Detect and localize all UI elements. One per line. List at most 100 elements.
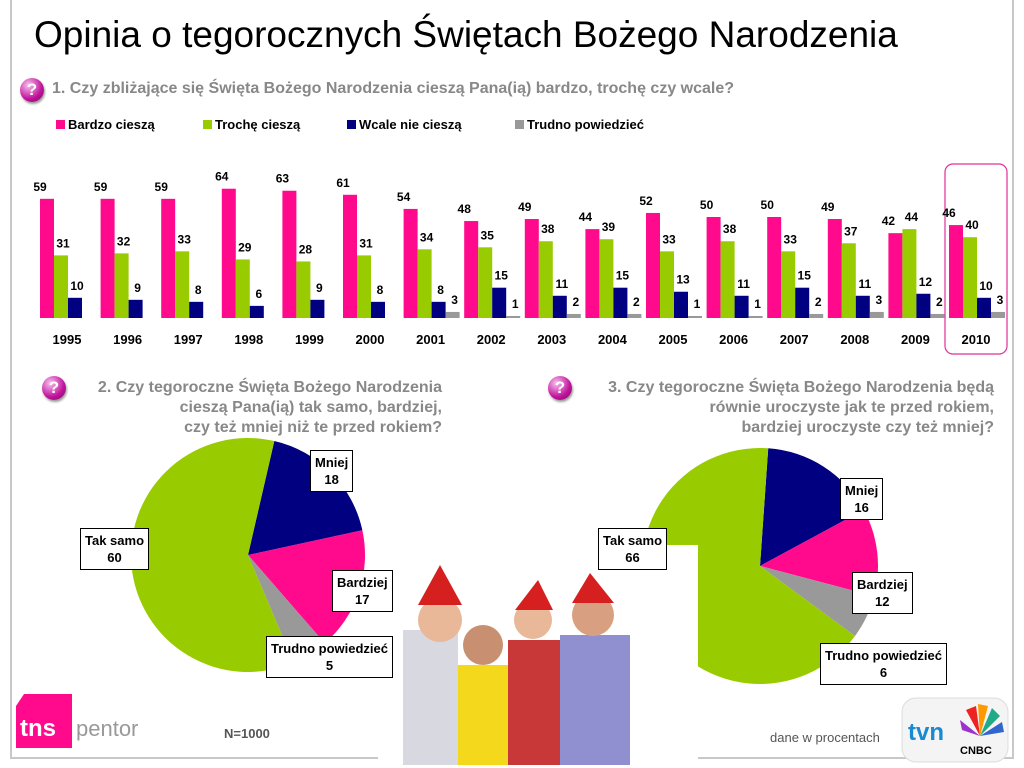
x-tick-label: 2002 (477, 332, 506, 347)
question-3-line: 3. Czy tegoroczne Święta Bożego Narodzen… (608, 379, 994, 396)
x-tick-label: 2009 (901, 332, 930, 347)
legend-label: Wcale nie cieszą (359, 117, 462, 132)
bar (720, 241, 735, 318)
x-tick-label: 2005 (659, 332, 688, 347)
legend-item: Wcale nie cieszą (347, 117, 462, 132)
pie-slice (248, 555, 325, 663)
bar (613, 287, 628, 318)
bar-value-label: 2 (572, 295, 579, 309)
pie-label: Trudno powiedzieć 5 (266, 636, 394, 678)
pie-label-value: 6 (879, 665, 888, 680)
question-2-line: 2. Czy tegoroczne Święta Bożego Narodzen… (97, 379, 442, 396)
bar-value-label: 59 (33, 180, 47, 194)
question-icon: ? (548, 376, 572, 400)
bar-value-label: 11 (555, 277, 568, 291)
bar-value-label: 2 (815, 295, 822, 309)
bar-value-label: 40 (965, 218, 979, 232)
bar-value-label: 44 (905, 210, 919, 224)
bar (282, 190, 297, 318)
pie-label-value: 16 (854, 500, 869, 515)
legend-swatch (56, 120, 65, 129)
question-2: 2. Czy tegoroczne Święta Bożego Narodzen… (72, 378, 442, 438)
bar (660, 251, 674, 318)
pie-slice (760, 448, 864, 566)
bar (841, 243, 856, 318)
x-tick-label: 1999 (295, 332, 324, 347)
legend-item: Trochę cieszą (203, 117, 300, 132)
bar-value-label: 28 (299, 242, 313, 256)
bar-value-label: 50 (700, 198, 714, 212)
bar (524, 219, 539, 318)
bar (566, 313, 581, 318)
bar (627, 313, 642, 318)
bar (431, 301, 446, 318)
bar-value-label: 8 (195, 283, 202, 297)
bar (296, 261, 311, 318)
pie-slice (248, 440, 363, 555)
question-icon: ? (20, 78, 44, 102)
bar (506, 315, 521, 318)
bar-value-label: 59 (155, 180, 169, 194)
pie-slice (248, 530, 365, 644)
bar (646, 212, 660, 318)
bar-value-label: 1 (512, 297, 519, 311)
bar (417, 249, 432, 318)
pie-label-name: Bardziej (857, 577, 908, 592)
bar (599, 239, 614, 318)
bar-value-label: 37 (844, 224, 858, 238)
bar (916, 293, 931, 318)
bar (930, 313, 945, 318)
bar-value-label: 15 (495, 269, 509, 283)
bar-value-label: 2 (633, 295, 640, 309)
frame-border (10, 0, 12, 758)
bar (538, 241, 553, 318)
pie-label-value: 66 (625, 550, 640, 565)
question-2-line: czy też mniej niż te przed rokiem? (184, 419, 442, 436)
bar-value-label: 33 (784, 232, 798, 246)
bar-value-label: 32 (117, 234, 131, 248)
bar-value-label: 3 (875, 293, 882, 307)
bar (249, 305, 264, 318)
bar (855, 295, 870, 318)
bar-value-label: 29 (238, 240, 252, 254)
pie-label-name: Bardziej (337, 575, 388, 590)
pie-label-name: Trudno powiedzieć (271, 641, 389, 656)
bar (977, 297, 991, 318)
pie-slice (760, 566, 875, 637)
pie-label: Mniej 18 (310, 450, 354, 492)
bar (781, 251, 796, 318)
pentor-logo-text: pentor (76, 716, 139, 741)
bar-value-label: 31 (359, 236, 373, 250)
frame-border (1012, 0, 1014, 758)
x-tick-label: 1997 (174, 332, 203, 347)
question-3-line: równie uroczyste jak te przed rokiem, (709, 399, 994, 416)
bar-value-label: 3 (997, 293, 1004, 307)
bar-value-label: 33 (662, 232, 676, 246)
bar (221, 188, 236, 318)
bar-value-label: 1 (754, 297, 761, 311)
bar (371, 301, 385, 318)
bar-value-label: 8 (437, 283, 444, 297)
legend-swatch (347, 120, 356, 129)
x-tick-label: 2001 (416, 332, 445, 347)
pie-label-name: Trudno powiedzieć (825, 648, 943, 663)
x-tick-label: 2008 (840, 332, 869, 347)
legend-swatch (203, 120, 212, 129)
bar-value-label: 33 (178, 232, 192, 246)
bar-value-label: 2 (936, 295, 943, 309)
legend-label: Bardzo cieszą (68, 117, 155, 132)
x-tick-label: 2003 (537, 332, 566, 347)
bar (54, 255, 68, 318)
pie-label: Trudno powiedzieć 6 (820, 643, 948, 685)
pie-label-value: 17 (355, 592, 370, 607)
x-tick-label: 2000 (356, 332, 385, 347)
bar-value-label: 52 (639, 194, 653, 208)
bar (827, 219, 842, 318)
bar-value-label: 46 (942, 206, 956, 220)
bar-value-label: 38 (541, 222, 555, 236)
svg-text:tns: tns (20, 715, 56, 742)
bar-value-label: 3 (451, 293, 458, 307)
bar-value-label: 1 (694, 297, 701, 311)
pie-label: Tak samo 66 (598, 528, 668, 570)
